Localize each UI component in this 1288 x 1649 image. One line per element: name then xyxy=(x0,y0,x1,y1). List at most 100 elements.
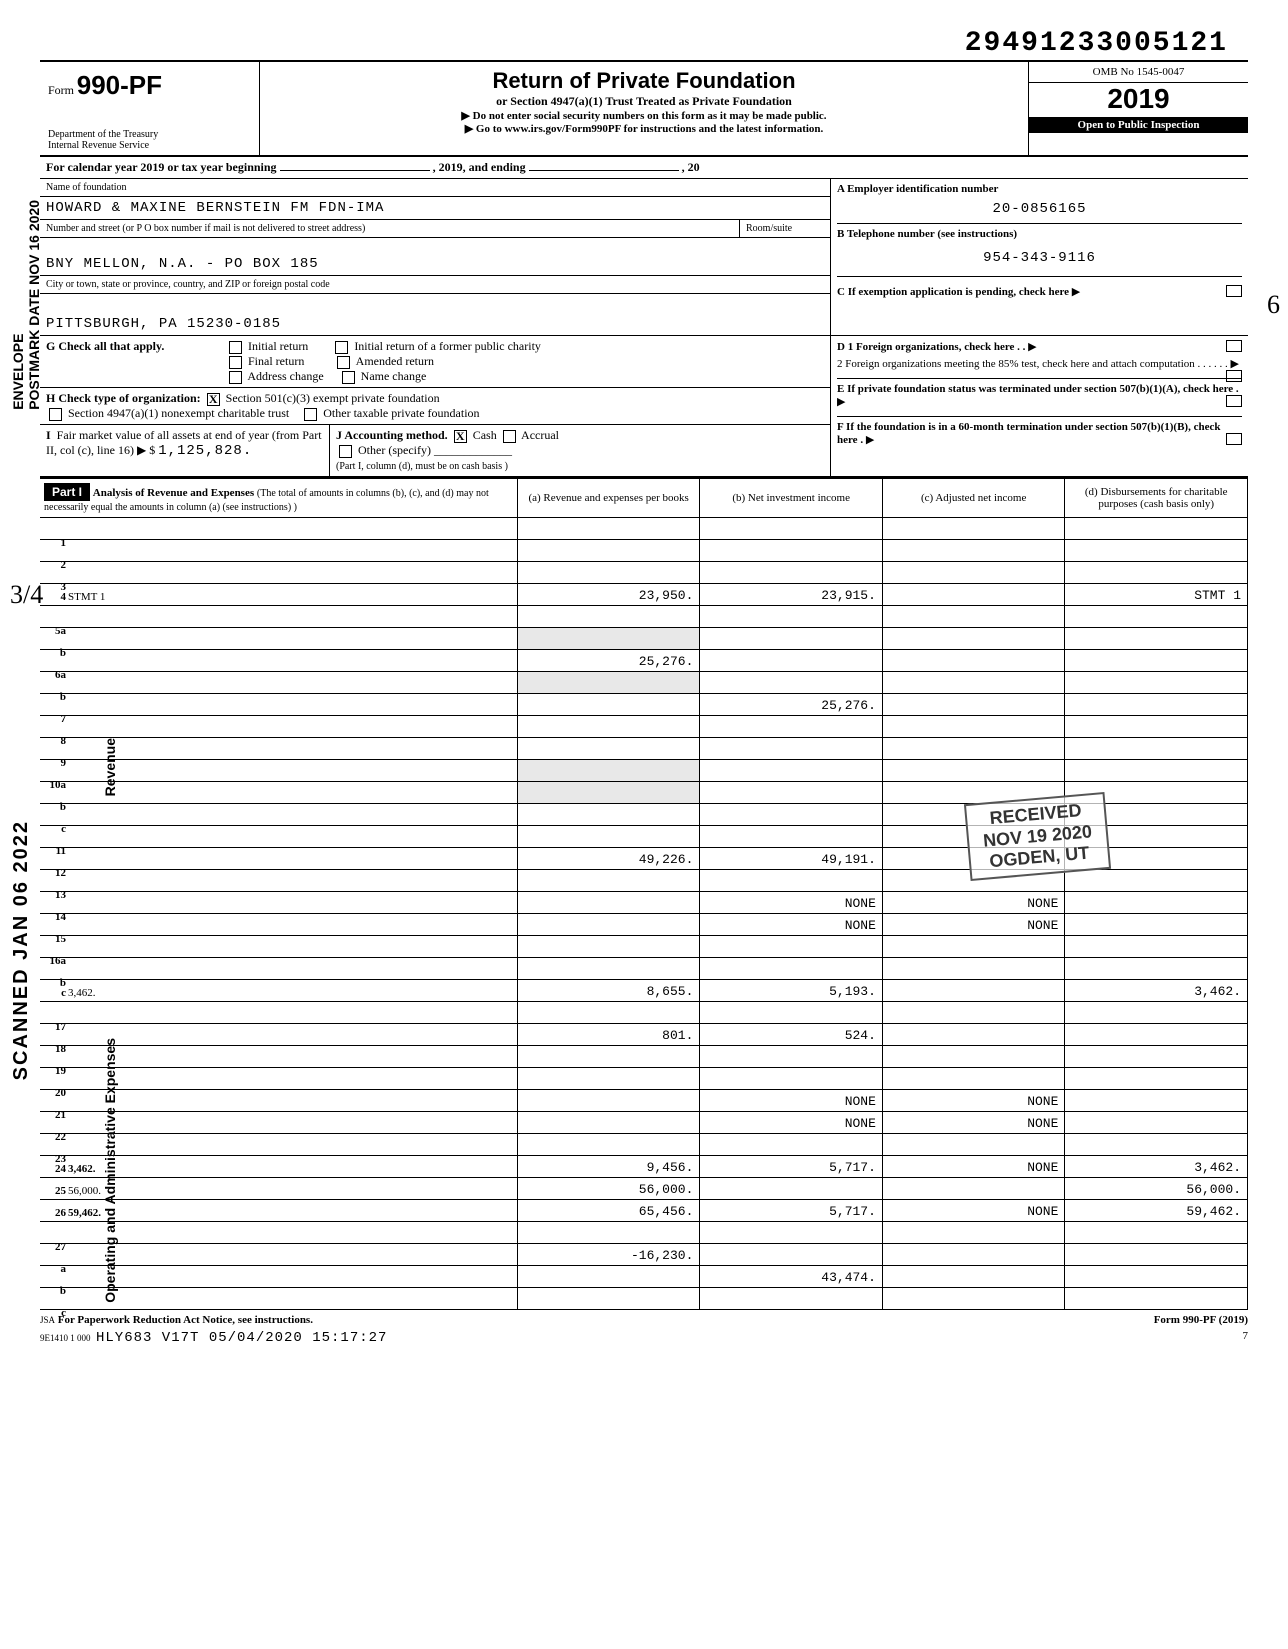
line-l8: 8 xyxy=(40,716,1248,738)
line-l10a: 10a xyxy=(40,760,1248,782)
subtitle-3: ▶ Go to www.irs.gov/Form990PF for instru… xyxy=(270,122,1018,135)
col-c-header: (c) Adjusted net income xyxy=(882,479,1065,518)
line-l6b: b xyxy=(40,672,1248,694)
right-block-def: D 1 Foreign organizations, check here . … xyxy=(830,336,1248,478)
omb-number: OMB No 1545-0047 xyxy=(1029,62,1248,83)
4947-checkbox[interactable] xyxy=(49,408,62,421)
line-l23: 23 xyxy=(40,1134,1248,1156)
g-opt-3: Initial return of a former public charit… xyxy=(354,339,541,353)
footer-timestamp: HLY683 V17T 05/04/2020 15:17:27 xyxy=(96,1330,387,1346)
city-label: City or town, state or province, country… xyxy=(40,276,830,293)
e-label: E If private foundation status was termi… xyxy=(837,383,1239,395)
calyear-text: For calendar year 2019 or tax year begin… xyxy=(46,160,277,174)
postmark-vertical: ENVELOPE POSTMARK DATE NOV 16 2020 xyxy=(10,200,42,410)
f-label: F If the foundation is in a 60-month ter… xyxy=(837,421,1220,446)
envelope-label: ENVELOPE xyxy=(10,334,26,410)
fmv-value: 1,125,828. xyxy=(158,443,252,459)
j-label: J Accounting method. xyxy=(336,428,448,442)
handwriting-6: 6 xyxy=(1267,290,1280,320)
footer-row-2: 9E1410 1 000 HLY683 V17T 05/04/2020 15:1… xyxy=(40,1330,1248,1346)
g-opt-1: Final return xyxy=(248,354,304,368)
line-l24: 243,462.9,456.5,717.NONE3,462. xyxy=(40,1156,1248,1178)
address-change-checkbox[interactable] xyxy=(229,371,242,384)
col-a-header: (a) Revenue and expenses per books xyxy=(517,479,700,518)
h-label: H Check type of organization: xyxy=(46,391,201,405)
other-method-checkbox[interactable] xyxy=(339,445,352,458)
line-l4: 4STMT 123,950.23,915.STMT 1 xyxy=(40,584,1248,606)
g-opt-5: Name change xyxy=(361,369,427,383)
line-l15: 15NONENONE xyxy=(40,914,1248,936)
part1-header: Part I xyxy=(44,483,90,501)
d2-label: 2 Foreign organizations meeting the 85% … xyxy=(837,358,1228,370)
exemption-label: C If exemption application is pending, c… xyxy=(837,286,1069,298)
part1-table: Part I Analysis of Revenue and Expenses … xyxy=(40,478,1248,1310)
tax-year: 2019 xyxy=(1029,83,1248,117)
phone-value: 954-343-9116 xyxy=(837,240,1242,277)
phone-label: B Telephone number (see instructions) xyxy=(837,224,1242,240)
city-state-zip: PITTSBURGH, PA 15230-0185 xyxy=(40,294,830,335)
d2-checkbox[interactable] xyxy=(1226,370,1242,382)
501c3-checkbox[interactable]: X xyxy=(207,393,220,406)
initial-return-checkbox[interactable] xyxy=(229,341,242,354)
line-l2: 2 xyxy=(40,540,1248,562)
line-l18: 18801.524. xyxy=(40,1024,1248,1046)
j-accrual: Accrual xyxy=(521,428,559,442)
foundation-name: HOWARD & MAXINE BERNSTEIN FM FDN-IMA xyxy=(40,197,830,219)
footer-code: 9E1410 1 000 xyxy=(40,1333,91,1343)
page-number: 7 xyxy=(1243,1330,1249,1346)
line-l14: 14NONENONE xyxy=(40,892,1248,914)
calyear-mid: , 2019, and ending xyxy=(433,160,526,174)
j-cash: Cash xyxy=(473,428,497,442)
d1-checkbox[interactable] xyxy=(1226,340,1242,352)
ocr-id: 29491233005121 xyxy=(965,28,1228,59)
line-l7: 725,276. xyxy=(40,694,1248,716)
line-l13: 13 xyxy=(40,870,1248,892)
line-l5b: b xyxy=(40,628,1248,650)
scanned-vertical: SCANNED JAN 06 2022 xyxy=(10,820,33,1080)
form-ref: Form 990-PF (2019) xyxy=(1154,1314,1248,1326)
inspection-label: Open to Public Inspection xyxy=(1029,117,1248,133)
cash-checkbox[interactable]: X xyxy=(454,430,467,443)
room-label: Room/suite xyxy=(740,220,830,237)
final-return-checkbox[interactable] xyxy=(229,356,242,369)
subtitle-2: ▶ Do not enter social security numbers o… xyxy=(270,109,1018,122)
addr-label: Number and street (or P O box number if … xyxy=(40,220,740,237)
other-taxable-checkbox[interactable] xyxy=(304,408,317,421)
j-note: (Part I, column (d), must be on cash bas… xyxy=(336,461,508,472)
part1-title: Analysis of Revenue and Expenses xyxy=(93,487,254,499)
line-l16a: 16a xyxy=(40,936,1248,958)
accrual-checkbox[interactable] xyxy=(503,430,516,443)
header-left: Form 990-PF Department of the Treasury I… xyxy=(40,62,260,155)
g-opt-4: Amended return xyxy=(356,354,434,368)
line-l27a: a-16,230. xyxy=(40,1244,1248,1266)
line-l6a: 6a25,276. xyxy=(40,650,1248,672)
initial-former-checkbox[interactable] xyxy=(335,341,348,354)
e-checkbox[interactable] xyxy=(1226,395,1242,407)
ein-value: 20-0856165 xyxy=(837,195,1242,224)
ein-label: A Employer identification number xyxy=(837,183,1242,195)
form-prefix: Form xyxy=(48,83,74,97)
line-l20: 20 xyxy=(40,1068,1248,1090)
header-right: OMB No 1545-0047 2019 Open to Public Ins… xyxy=(1028,62,1248,155)
amended-return-checkbox[interactable] xyxy=(337,356,350,369)
f-checkbox[interactable] xyxy=(1226,433,1242,445)
line-l5a: 5a xyxy=(40,606,1248,628)
pra-notice: For Paperwork Reduction Act Notice, see … xyxy=(58,1314,313,1326)
calendar-year-row: For calendar year 2019 or tax year begin… xyxy=(40,157,1248,179)
g-label: G Check all that apply. xyxy=(46,339,164,353)
form-number: 990-PF xyxy=(77,70,162,100)
line-l16c: c3,462.8,655.5,193.3,462. xyxy=(40,980,1248,1002)
line-l25: 2556,000.56,000.56,000. xyxy=(40,1178,1248,1200)
name-change-checkbox[interactable] xyxy=(342,371,355,384)
line-l1: 1 xyxy=(40,518,1248,540)
h-opt-3: Other taxable private foundation xyxy=(323,406,479,420)
dept-label: Department of the Treasury xyxy=(48,129,251,140)
header-mid: Return of Private Foundation or Section … xyxy=(260,62,1028,155)
col-b-header: (b) Net investment income xyxy=(700,479,883,518)
irs-label: Internal Revenue Service xyxy=(48,140,251,151)
exemption-checkbox[interactable] xyxy=(1226,285,1242,297)
line-l27c: c xyxy=(40,1288,1248,1310)
handwriting-34: 3/4 xyxy=(10,580,43,610)
street-address: BNY MELLON, N.A. - PO BOX 185 xyxy=(40,238,830,275)
footer-row: JSA For Paperwork Reduction Act Notice, … xyxy=(40,1314,1248,1326)
